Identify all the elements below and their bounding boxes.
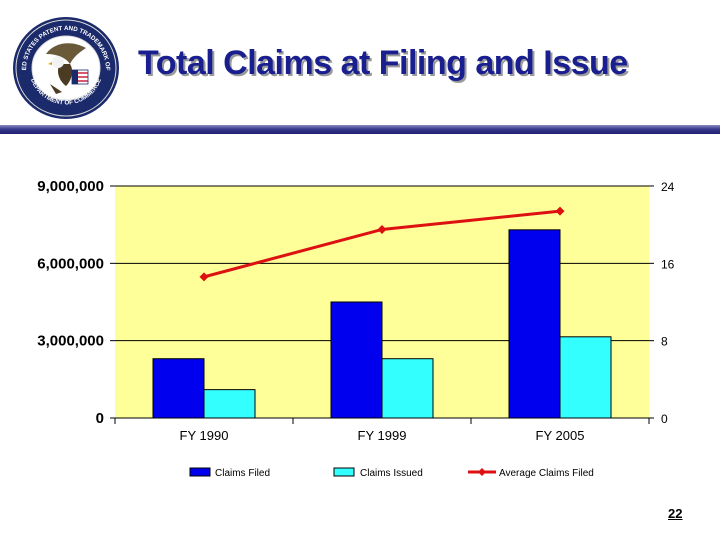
legend: Claims Filed Claims Issued Average Claims … (189, 467, 594, 479)
axes (110, 185, 654, 424)
x-axis-tick-label: FY 1990 (180, 428, 229, 443)
page-title: Total Claims at Filing and Issue (138, 44, 628, 82)
average-claims-point (555, 206, 565, 216)
left-axis-tick-label: 6,000,000 (37, 255, 104, 272)
title-divider-bar (0, 125, 720, 134)
x-axis-tick-label: FY 1999 (358, 428, 407, 443)
legend-swatch-claims-issued (333, 467, 355, 477)
tick-labels: 0 3,000,000 6,000,000 9,000,000 0 8 16 24 FY 199… (37, 178, 674, 443)
right-axis-tick-label: 16 (661, 257, 675, 271)
legend-swatch-claims-filed (189, 467, 211, 477)
left-axis-tick-label: 3,000,000 (37, 333, 104, 350)
bar-claims-filed (330, 301, 383, 419)
left-axis-tick-label: 9,000,000 (37, 178, 104, 195)
x-axis-tick-label: FY 2005 (536, 428, 585, 443)
legend-label-average-claims-filed: Average Claims Filed (499, 468, 594, 479)
bar-claims-filed (152, 358, 205, 419)
average-line (199, 206, 565, 282)
bar-claims-issued (203, 389, 256, 419)
page-number: 22 (668, 506, 683, 521)
left-axis-tick-label: 0 (96, 410, 104, 427)
average-claims-point (199, 272, 209, 282)
average-claims-point (377, 225, 387, 234)
uspto-seal-icon: UNITED STATES PATENT AND TRADEMARK OFFIC… (10, 14, 119, 119)
legend-label-claims-filed: Claims Filed (215, 468, 270, 479)
right-axis-tick-label: 0 (661, 412, 668, 426)
bar-claims-issued (559, 336, 612, 419)
legend-label-claims-issued: Claims Issued (360, 468, 423, 479)
bar-claims-issued (381, 358, 434, 419)
legend-swatch-average-marker (478, 468, 486, 476)
bar-claims-filed (508, 229, 561, 419)
right-axis-tick-label: 8 (661, 335, 668, 349)
right-axis-tick-label: 24 (661, 180, 675, 194)
